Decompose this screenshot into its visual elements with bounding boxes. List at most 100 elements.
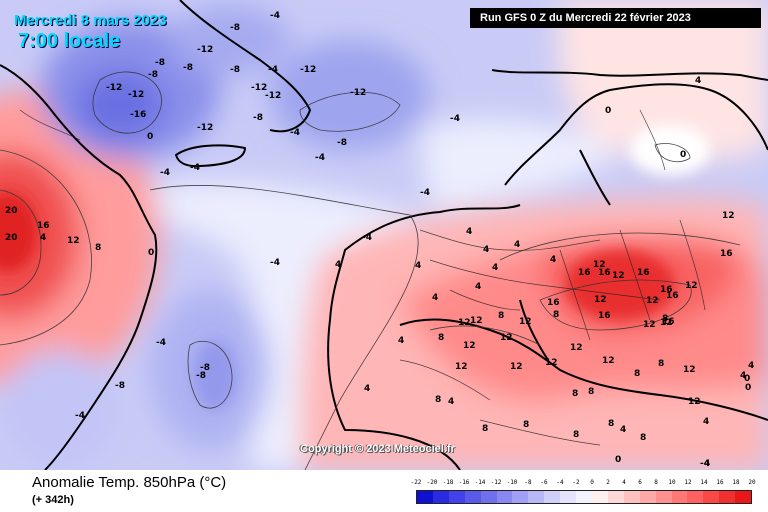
color-scale-tick: -8 [524, 479, 532, 486]
isotherm-value-label: -4 [156, 338, 166, 348]
color-scale-swatch [417, 491, 433, 503]
color-scale-swatch [560, 491, 577, 503]
color-scale-swatch [576, 491, 592, 503]
color-scale-swatch [464, 491, 481, 503]
isotherm-value-label: -12 [197, 45, 213, 55]
isotherm-value-label: -8 [230, 65, 240, 75]
color-scale-tick: 12 [684, 479, 692, 486]
isotherm-value-label: 4 [415, 261, 421, 271]
isotherm-value-label: 0 [745, 383, 751, 393]
isotherm-value-label: 12 [612, 271, 625, 281]
color-scale-tick: -16 [458, 479, 470, 486]
isotherm-value-label: 16 [547, 298, 560, 308]
color-scale-tick: 2 [606, 479, 610, 486]
isotherm-value-label: 8 [95, 243, 101, 253]
color-scale-swatch [591, 491, 608, 503]
color-scale-tick: -14 [474, 479, 486, 486]
color-scale-swatch [735, 491, 752, 503]
color-scale-tick: 0 [590, 479, 594, 486]
isotherm-value-label: 0 [615, 455, 621, 465]
color-scale-tick: 6 [638, 479, 642, 486]
isotherm-value-label: -12 [265, 91, 281, 101]
isotherm-value-label: -4 [75, 411, 85, 421]
isotherm-value-label: 4 [492, 263, 498, 273]
isotherm-value-label: 12 [688, 397, 701, 407]
isotherm-value-label: 4 [704, 459, 710, 469]
isotherm-value-label: 8 [588, 387, 594, 397]
isotherm-value-label: 4 [748, 361, 754, 371]
color-scale-swatch [687, 491, 704, 503]
isotherm-value-label: -8 [183, 63, 193, 73]
color-scale-swatch [671, 491, 688, 503]
isotherm-value-label: -8 [148, 70, 158, 80]
color-scale-swatch [480, 491, 497, 503]
color-scale-tick: -4 [556, 479, 564, 486]
isotherm-value-label: -12 [128, 90, 144, 100]
color-scale-tick: -20 [426, 479, 438, 486]
color-scale-tick: 4 [622, 479, 626, 486]
isotherm-value-label: 16 [578, 268, 591, 278]
isotherm-value-label: -12 [300, 65, 316, 75]
color-scale-swatch [655, 491, 672, 503]
valid-date-label: Mercredi 8 mars 2023 [14, 12, 167, 29]
isotherm-value-label: 4 [740, 371, 746, 381]
isotherm-value-label: 8 [498, 311, 504, 321]
isotherm-value-label: -4 [290, 128, 300, 138]
isotherm-value-label: -8 [115, 381, 125, 391]
isotherm-value-label: 4 [695, 76, 701, 86]
isotherm-value-label: -8 [155, 58, 165, 68]
color-scale-tick: -22 [410, 479, 422, 486]
isotherm-value-label: -12 [251, 83, 267, 93]
isotherm-value-label: 8 [658, 359, 664, 369]
valid-time-label: 7:00 locale [18, 30, 121, 52]
isotherm-value-label: -8 [200, 363, 210, 373]
isotherm-value-label: 20 [5, 233, 18, 243]
color-scale-swatch [512, 491, 529, 503]
anomaly-field-detail [0, 125, 710, 410]
isotherm-value-label: 16 [662, 317, 675, 327]
isotherm-value-label: 12 [594, 295, 607, 305]
isotherm-value-label: -4 [362, 233, 372, 243]
isotherm-value-label: 8 [573, 430, 579, 440]
isotherm-value-label: 8 [435, 395, 441, 405]
anomaly-field [0, 0, 768, 470]
isotherm-value-label: 0 [680, 150, 686, 160]
isotherm-value-label: 8 [640, 433, 646, 443]
color-scale-tick: 10 [668, 479, 676, 486]
isotherm-value-label: 4 [483, 245, 489, 255]
color-scale-swatch [607, 491, 624, 503]
isotherm-value-label: 8 [572, 389, 578, 399]
isotherm-value-label: 12 [67, 236, 80, 246]
map-value-labels: -8-12-4-8-12-8-12-16-12-8 -8 -4-12-12-8-12… [5, 11, 754, 469]
model-run-banner: Run GFS 0 Z du Mercredi 22 février 2023 [470, 8, 761, 28]
isotherm-value-label: 12 [683, 365, 696, 375]
color-scale-tick: 16 [716, 479, 724, 486]
color-scale-swatch [719, 491, 736, 503]
copyright-notice: Copyright © 2023 Meteociel.fr [300, 443, 455, 455]
isotherm-value-label: 0 [605, 106, 611, 116]
isotherm-value-label: 20 [5, 206, 18, 216]
color-scale-swatch [544, 491, 561, 503]
isotherm-value-label: 0 [147, 132, 153, 142]
isotherm-value-label: -8 [337, 138, 347, 148]
color-scale-tick: -6 [540, 479, 548, 486]
isotherm-value-label: 8 [608, 419, 614, 429]
isotherm-value-label: 8 [523, 420, 529, 430]
color-scale-tick: 20 [748, 479, 756, 486]
isotherm-value-label: 12 [463, 341, 476, 351]
isotherm-value-label: 0 [744, 374, 750, 384]
isotherm-value-label: -4 [270, 258, 280, 268]
coastlines [0, 0, 768, 470]
isotherm-value-label: 12 [646, 296, 659, 306]
isotherm-value-label: -4 [450, 114, 460, 124]
color-scale-swatch [496, 491, 513, 503]
isotherm-value-label: 12 [510, 362, 523, 372]
isotherm-value-label: 12 [545, 358, 558, 368]
isotherm-value-label: -4 [268, 65, 278, 75]
color-scale-swatch [623, 491, 640, 503]
isotherm-value-label: 12 [643, 320, 656, 330]
isotherm-value-label: -8 [196, 371, 206, 381]
color-scale-swatch [448, 491, 465, 503]
country-borders [19, 109, 706, 446]
